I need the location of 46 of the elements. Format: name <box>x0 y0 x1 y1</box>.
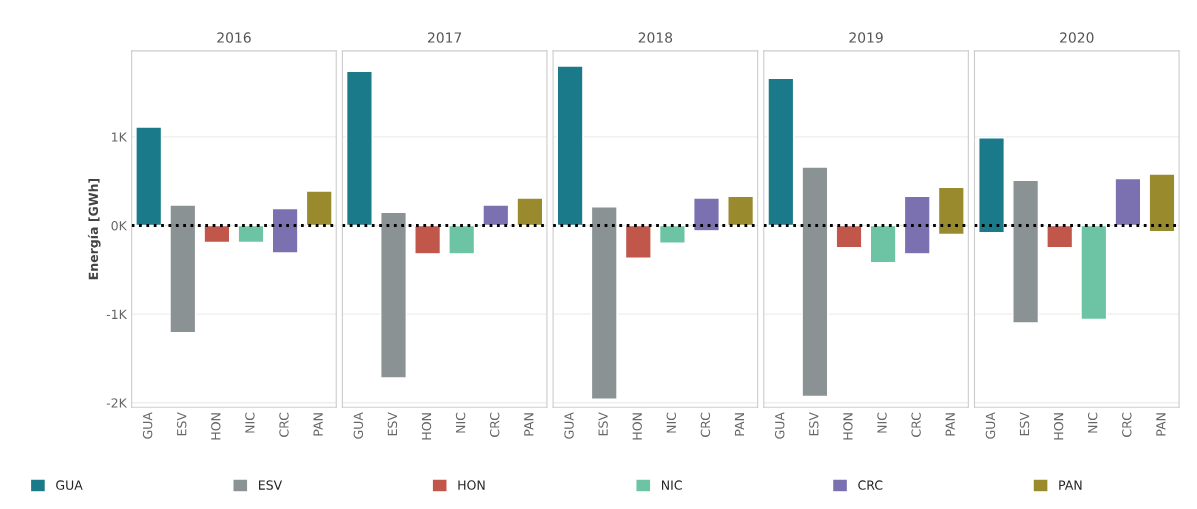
legend-label: CRC <box>858 480 883 490</box>
x-tick-label: ESV <box>809 412 819 436</box>
chart-title: 2019 <box>849 32 883 43</box>
x-tick-label: NIC <box>245 412 255 433</box>
x-tick-label: CRC <box>1122 412 1132 437</box>
x-tick-label: NIC <box>1087 412 1098 433</box>
legend-label: GUA <box>56 480 83 490</box>
x-tick-label: CRC <box>700 412 711 437</box>
x-tick-label: PAN <box>734 413 745 436</box>
y-tick-label: 0K <box>111 220 128 231</box>
x-tick-label: NIC <box>455 412 466 433</box>
x-tick-label: PAN <box>313 413 323 436</box>
chart-title: 2018 <box>638 32 673 43</box>
x-tick-label: GUA <box>353 412 364 439</box>
x-tick-label: CRC <box>279 412 289 437</box>
x-tick-label: CRC <box>489 412 500 437</box>
x-tick-label: ESV <box>598 412 608 436</box>
chart-title: 2017 <box>428 32 462 43</box>
legend-label: NIC <box>662 480 682 490</box>
y-axis-title: Energía [GWh] <box>87 178 101 280</box>
y-tick-label: -1K <box>106 309 128 319</box>
x-tick-label: NIC <box>666 412 677 433</box>
x-tick-label: PAN <box>524 413 534 436</box>
x-tick-label: NIC <box>877 412 887 433</box>
x-tick-label: ESV <box>1019 412 1030 436</box>
x-tick-label: PAN <box>945 413 955 436</box>
x-tick-label: ESV <box>387 412 398 436</box>
x-tick-label: GUA <box>142 412 153 439</box>
x-tick-label: HON <box>211 413 221 440</box>
chart-title: 2020 <box>1060 32 1094 43</box>
legend-label: PAN <box>1059 480 1082 490</box>
x-tick-label: ESV <box>176 412 187 436</box>
x-tick-label: PAN <box>1156 413 1166 436</box>
x-tick-label: HON <box>1053 413 1064 440</box>
x-tick-label: GUA <box>775 412 785 439</box>
x-tick-label: GUA <box>564 412 574 439</box>
x-tick-label: HON <box>843 413 853 440</box>
x-tick-label: CRC <box>911 412 921 437</box>
chart-title: 2016 <box>217 32 251 43</box>
x-tick-label: HON <box>632 413 642 440</box>
x-tick-label: GUA <box>985 412 996 439</box>
y-tick-label: -2K <box>106 398 128 408</box>
legend-label: ESV <box>259 480 283 490</box>
y-tick-label: 1K <box>112 132 128 142</box>
legend-label: HON <box>458 480 485 490</box>
x-tick-label: HON <box>421 413 432 440</box>
